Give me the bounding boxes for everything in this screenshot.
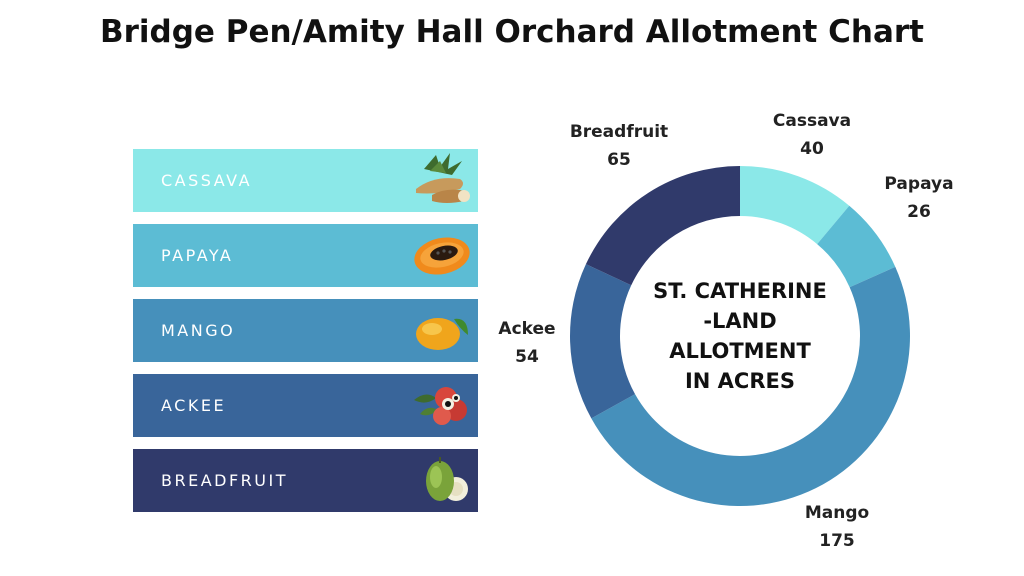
center-label: ST. CATHERINE -LAND ALLOTMENT IN ACRES xyxy=(653,279,827,393)
slice-cassava xyxy=(740,166,850,245)
slice-label-cassava: Cassava xyxy=(773,111,851,131)
slice-ackee xyxy=(569,264,636,419)
legend-item-cassava: CASSAVA xyxy=(133,149,478,212)
slice-value-mango: 175 xyxy=(819,531,855,551)
slice-label-mango: Mango xyxy=(805,503,869,523)
slice-value-breadfruit: 65 xyxy=(607,150,631,170)
legend-label: CASSAVA xyxy=(161,171,253,190)
slice-value-cassava: 40 xyxy=(800,139,824,159)
legend-item-mango: MANGO xyxy=(133,299,478,362)
legend: CASSAVA PAPAYA MANGO ACKEE xyxy=(133,149,478,524)
legend-item-breadfruit: BREADFRUIT xyxy=(133,449,478,512)
cassava-icon xyxy=(416,153,470,203)
legend-label: MANGO xyxy=(161,321,236,340)
slice-mango xyxy=(591,266,911,507)
papaya-icon xyxy=(414,237,470,275)
slice-labels: Cassava 40 Papaya 26 Mango 175 Ackee 54 Breadfru… xyxy=(498,111,953,551)
slice-label-papaya: Papaya xyxy=(884,174,953,194)
slice-breadfruit xyxy=(585,166,740,286)
chart-title: Bridge Pen/Amity Hall Orchard Allotment … xyxy=(99,14,924,50)
legend-label: BREADFRUIT xyxy=(161,471,288,490)
slice-label-ackee: Ackee xyxy=(498,319,555,339)
center-label-line: IN ACRES xyxy=(685,369,795,393)
ackee-icon xyxy=(414,387,467,425)
center-label-line: -LAND xyxy=(703,309,776,333)
legend-label: PAPAYA xyxy=(161,246,234,265)
donut-slices xyxy=(569,166,911,507)
center-label-line: ST. CATHERINE xyxy=(653,279,827,303)
mango-icon xyxy=(416,318,468,350)
slice-label-breadfruit: Breadfruit xyxy=(570,122,668,142)
slice-papaya xyxy=(817,205,896,288)
slice-value-ackee: 54 xyxy=(515,347,539,367)
center-label-line: ALLOTMENT xyxy=(669,339,811,363)
legend-label: ACKEE xyxy=(161,396,227,415)
breadfruit-icon xyxy=(426,457,468,501)
legend-item-ackee: ACKEE xyxy=(133,374,478,437)
slice-value-papaya: 26 xyxy=(907,202,931,222)
legend-item-papaya: PAPAYA xyxy=(133,224,478,287)
